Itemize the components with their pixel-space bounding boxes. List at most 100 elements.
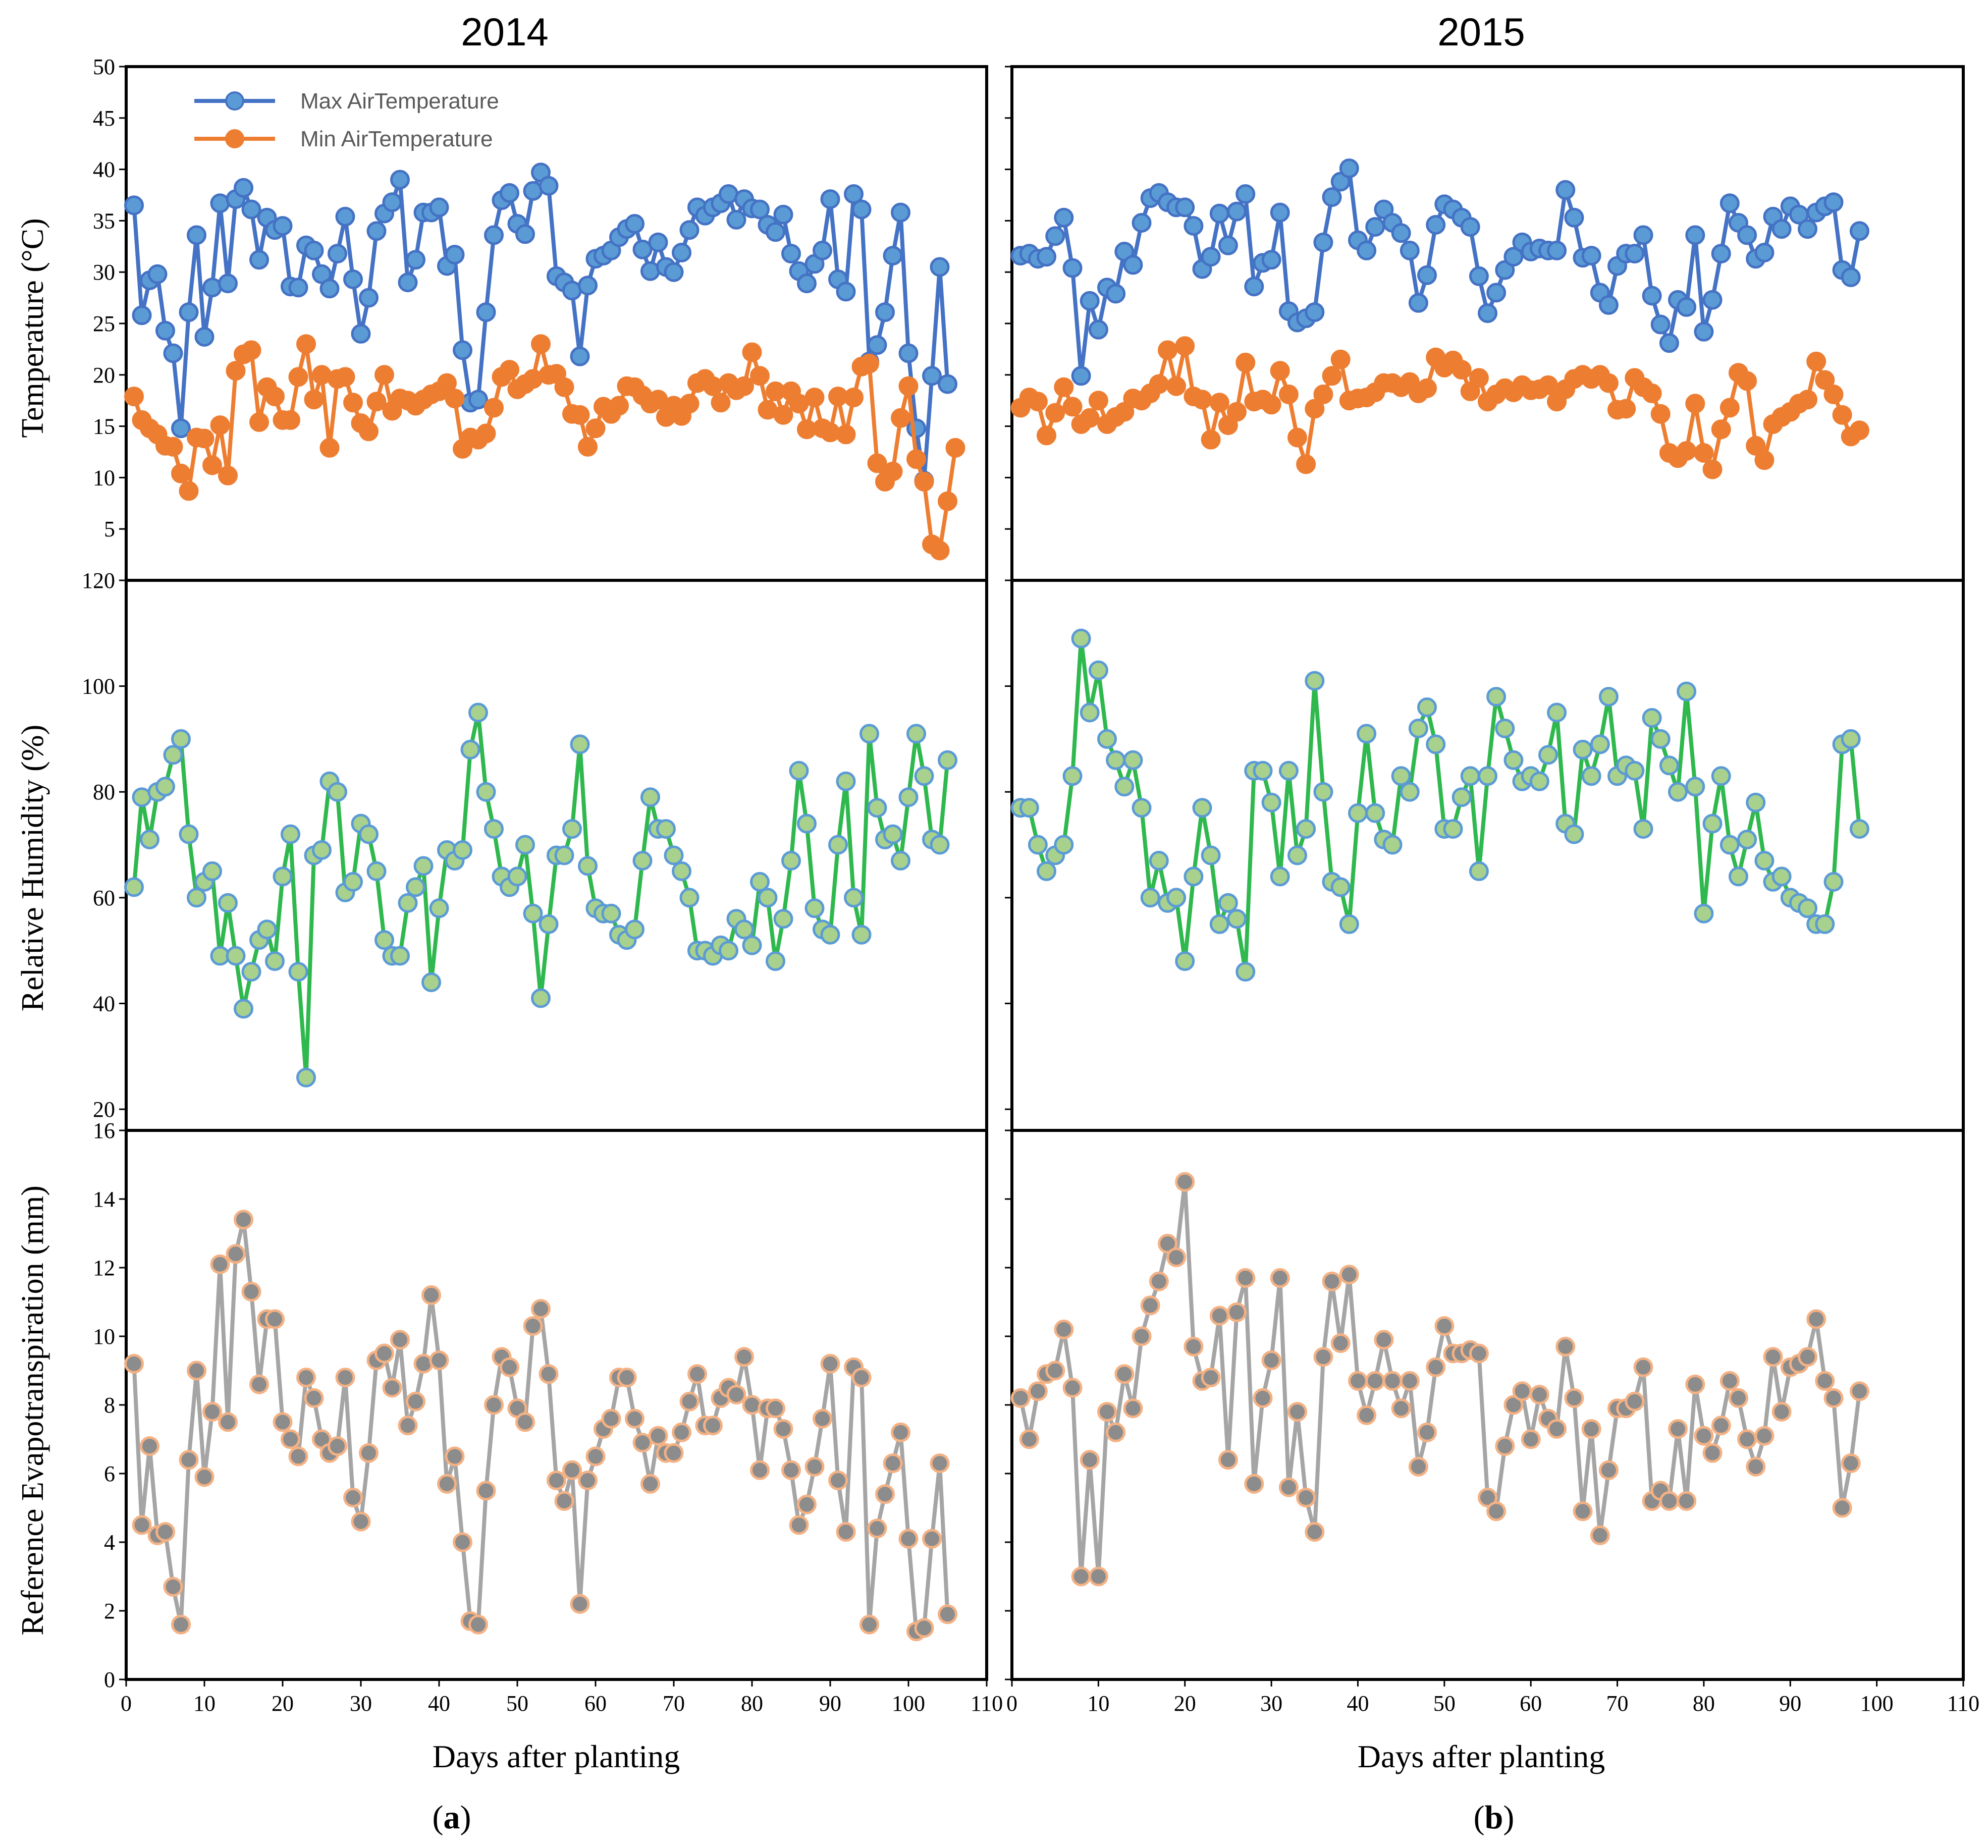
et-2015-point-97	[1841, 1453, 1861, 1474]
rh-2014-point-23	[296, 1067, 316, 1088]
et-2015-point-3	[1028, 1381, 1048, 1401]
et-2014-point-9	[187, 1361, 206, 1381]
temp-2015-point-54	[1469, 266, 1489, 286]
temp-2014-point-84	[773, 204, 793, 225]
temp-2015-point-86	[1746, 436, 1766, 456]
rh-2015-point-24	[1209, 914, 1229, 934]
temp-2015-point-6	[1054, 377, 1074, 397]
temp-2015-point-62	[1538, 375, 1558, 395]
et-2014-point-38	[413, 1353, 434, 1374]
temp-2014-point-93	[844, 388, 864, 408]
et-2014-point-43	[453, 1532, 472, 1552]
et-2014-point-94	[851, 1368, 872, 1388]
et-2014-point-24	[304, 1388, 324, 1408]
legend-max-label: Max AirTemperature	[300, 89, 499, 114]
temp-2015-point-33	[1287, 427, 1307, 448]
temp-2015-point-28	[1244, 277, 1264, 297]
et-2015-point-48	[1417, 1422, 1437, 1442]
rh-2014-point-87	[797, 813, 817, 834]
temp-2015-point-18	[1158, 340, 1177, 360]
temp-2014-point-42	[445, 389, 465, 409]
temp-2014-point-102	[914, 472, 934, 492]
temp-2014-point-21	[281, 410, 300, 430]
temp-2014-point-17	[249, 412, 269, 432]
temp-2015-point-47	[1408, 293, 1428, 313]
et-2015-point-33	[1287, 1402, 1307, 1422]
temp-2014-point-7	[171, 463, 191, 483]
et-2015-point-58	[1503, 1395, 1524, 1415]
et-2015-series-reference-evapotranspiration	[1010, 1172, 1869, 1587]
rh-2015-point-73	[1633, 819, 1653, 839]
temp-2014-point-10	[194, 428, 214, 449]
temp-2014-point-90	[820, 422, 840, 443]
rh-2015-point-78	[1677, 681, 1697, 701]
temp-2015-point-30	[1261, 250, 1281, 270]
temp-2014-y-tick-label: 40	[93, 157, 115, 182]
temp-2015-point-12	[1106, 284, 1126, 304]
rh-2014-point-35	[390, 946, 410, 966]
temp-2014-point-31	[359, 288, 379, 308]
et-2014-point-97	[875, 1484, 895, 1504]
rh-2014-point-72	[679, 888, 700, 908]
temp-2014-y-tick-label: 5	[104, 517, 115, 541]
temp-2015-point-31	[1270, 361, 1290, 381]
temp-2014-point-43	[453, 340, 472, 360]
temp-2014-y-ticks: 5 10 15 20 25 30 35 40 45 50	[93, 55, 126, 541]
rh-2014-series-relative-humidity	[124, 702, 957, 1088]
temp-2014-point-85	[781, 244, 801, 264]
et-2014-point-15	[234, 1210, 253, 1230]
et-2015-y-ticks	[1005, 1129, 1012, 1680]
rh-2014-point-71	[672, 861, 691, 881]
temp-2014-point-96	[867, 335, 887, 355]
rh-2014-point-11	[202, 861, 222, 881]
temp-2015-point-6	[1054, 207, 1074, 228]
rh-2014-y-tick-label: 20	[93, 1097, 115, 1122]
rh-2015-point-94	[1815, 914, 1835, 934]
temp-2015-point-37	[1322, 366, 1342, 386]
temp-2014-y-tick-label: 25	[93, 311, 115, 336]
rh-2014-point-8	[179, 824, 199, 844]
et-2014-point-64	[617, 1368, 637, 1388]
temp-2015-point-92	[1798, 390, 1817, 410]
temp-2014-point-58	[570, 346, 590, 366]
et-2015-point-94	[1815, 1371, 1835, 1391]
humidity-2014-panel: 20 40 60 80 100 120	[82, 568, 988, 1132]
rh-2014-point-53	[531, 988, 551, 1008]
rh-2015-point-20	[1175, 951, 1195, 971]
temperature-2014-panel: 5 10 15 20 25 30 35 40 45 50	[93, 55, 988, 582]
rh-2015-point-97	[1841, 729, 1861, 749]
et-2014-y-tick-label: 2	[104, 1599, 115, 1623]
rh-2015-point-8	[1071, 628, 1091, 648]
rh-2014-point-82	[758, 888, 778, 908]
temp-2014-point-31	[359, 421, 379, 442]
temp-2015-point-83	[1720, 398, 1740, 418]
et-2015-x-tick-label: 70	[1606, 1691, 1629, 1716]
rh-2015-point-62	[1538, 745, 1558, 765]
et-2015-point-37	[1322, 1271, 1342, 1291]
temp-2015-point-49	[1426, 215, 1446, 235]
temp-2015-point-20	[1175, 336, 1195, 356]
temp-2014-point-19	[265, 387, 285, 407]
et-2015-point-46	[1400, 1371, 1420, 1391]
temp-2015-point-43	[1374, 199, 1394, 220]
rh-2015-point-48	[1417, 697, 1437, 717]
rh-2015-point-26	[1227, 909, 1247, 929]
et-2014-point-58	[570, 1594, 590, 1614]
et-2015-point-6	[1054, 1319, 1074, 1339]
temp-2014-point-75	[703, 376, 723, 396]
et-2014-point-34	[382, 1378, 402, 1398]
rh-2015-point-9	[1080, 702, 1100, 723]
rh-2014-point-62	[601, 903, 621, 923]
temp-2015-point-67	[1581, 246, 1601, 266]
temp-2014-point-29	[343, 393, 363, 413]
rh-2014-point-33	[374, 930, 394, 950]
et-2014-point-88	[804, 1456, 825, 1477]
et-2014-point-92	[836, 1522, 856, 1542]
et-2015-point-88	[1763, 1347, 1783, 1367]
temp-2015-point-65	[1564, 207, 1584, 228]
et-2014-x-tick-label: 90	[819, 1691, 841, 1716]
temp-2015-point-26	[1227, 402, 1247, 422]
et-2014-x-tick-label: 80	[741, 1691, 763, 1716]
et-2015-point-73	[1633, 1357, 1653, 1377]
rh-2014-point-95	[859, 724, 879, 744]
